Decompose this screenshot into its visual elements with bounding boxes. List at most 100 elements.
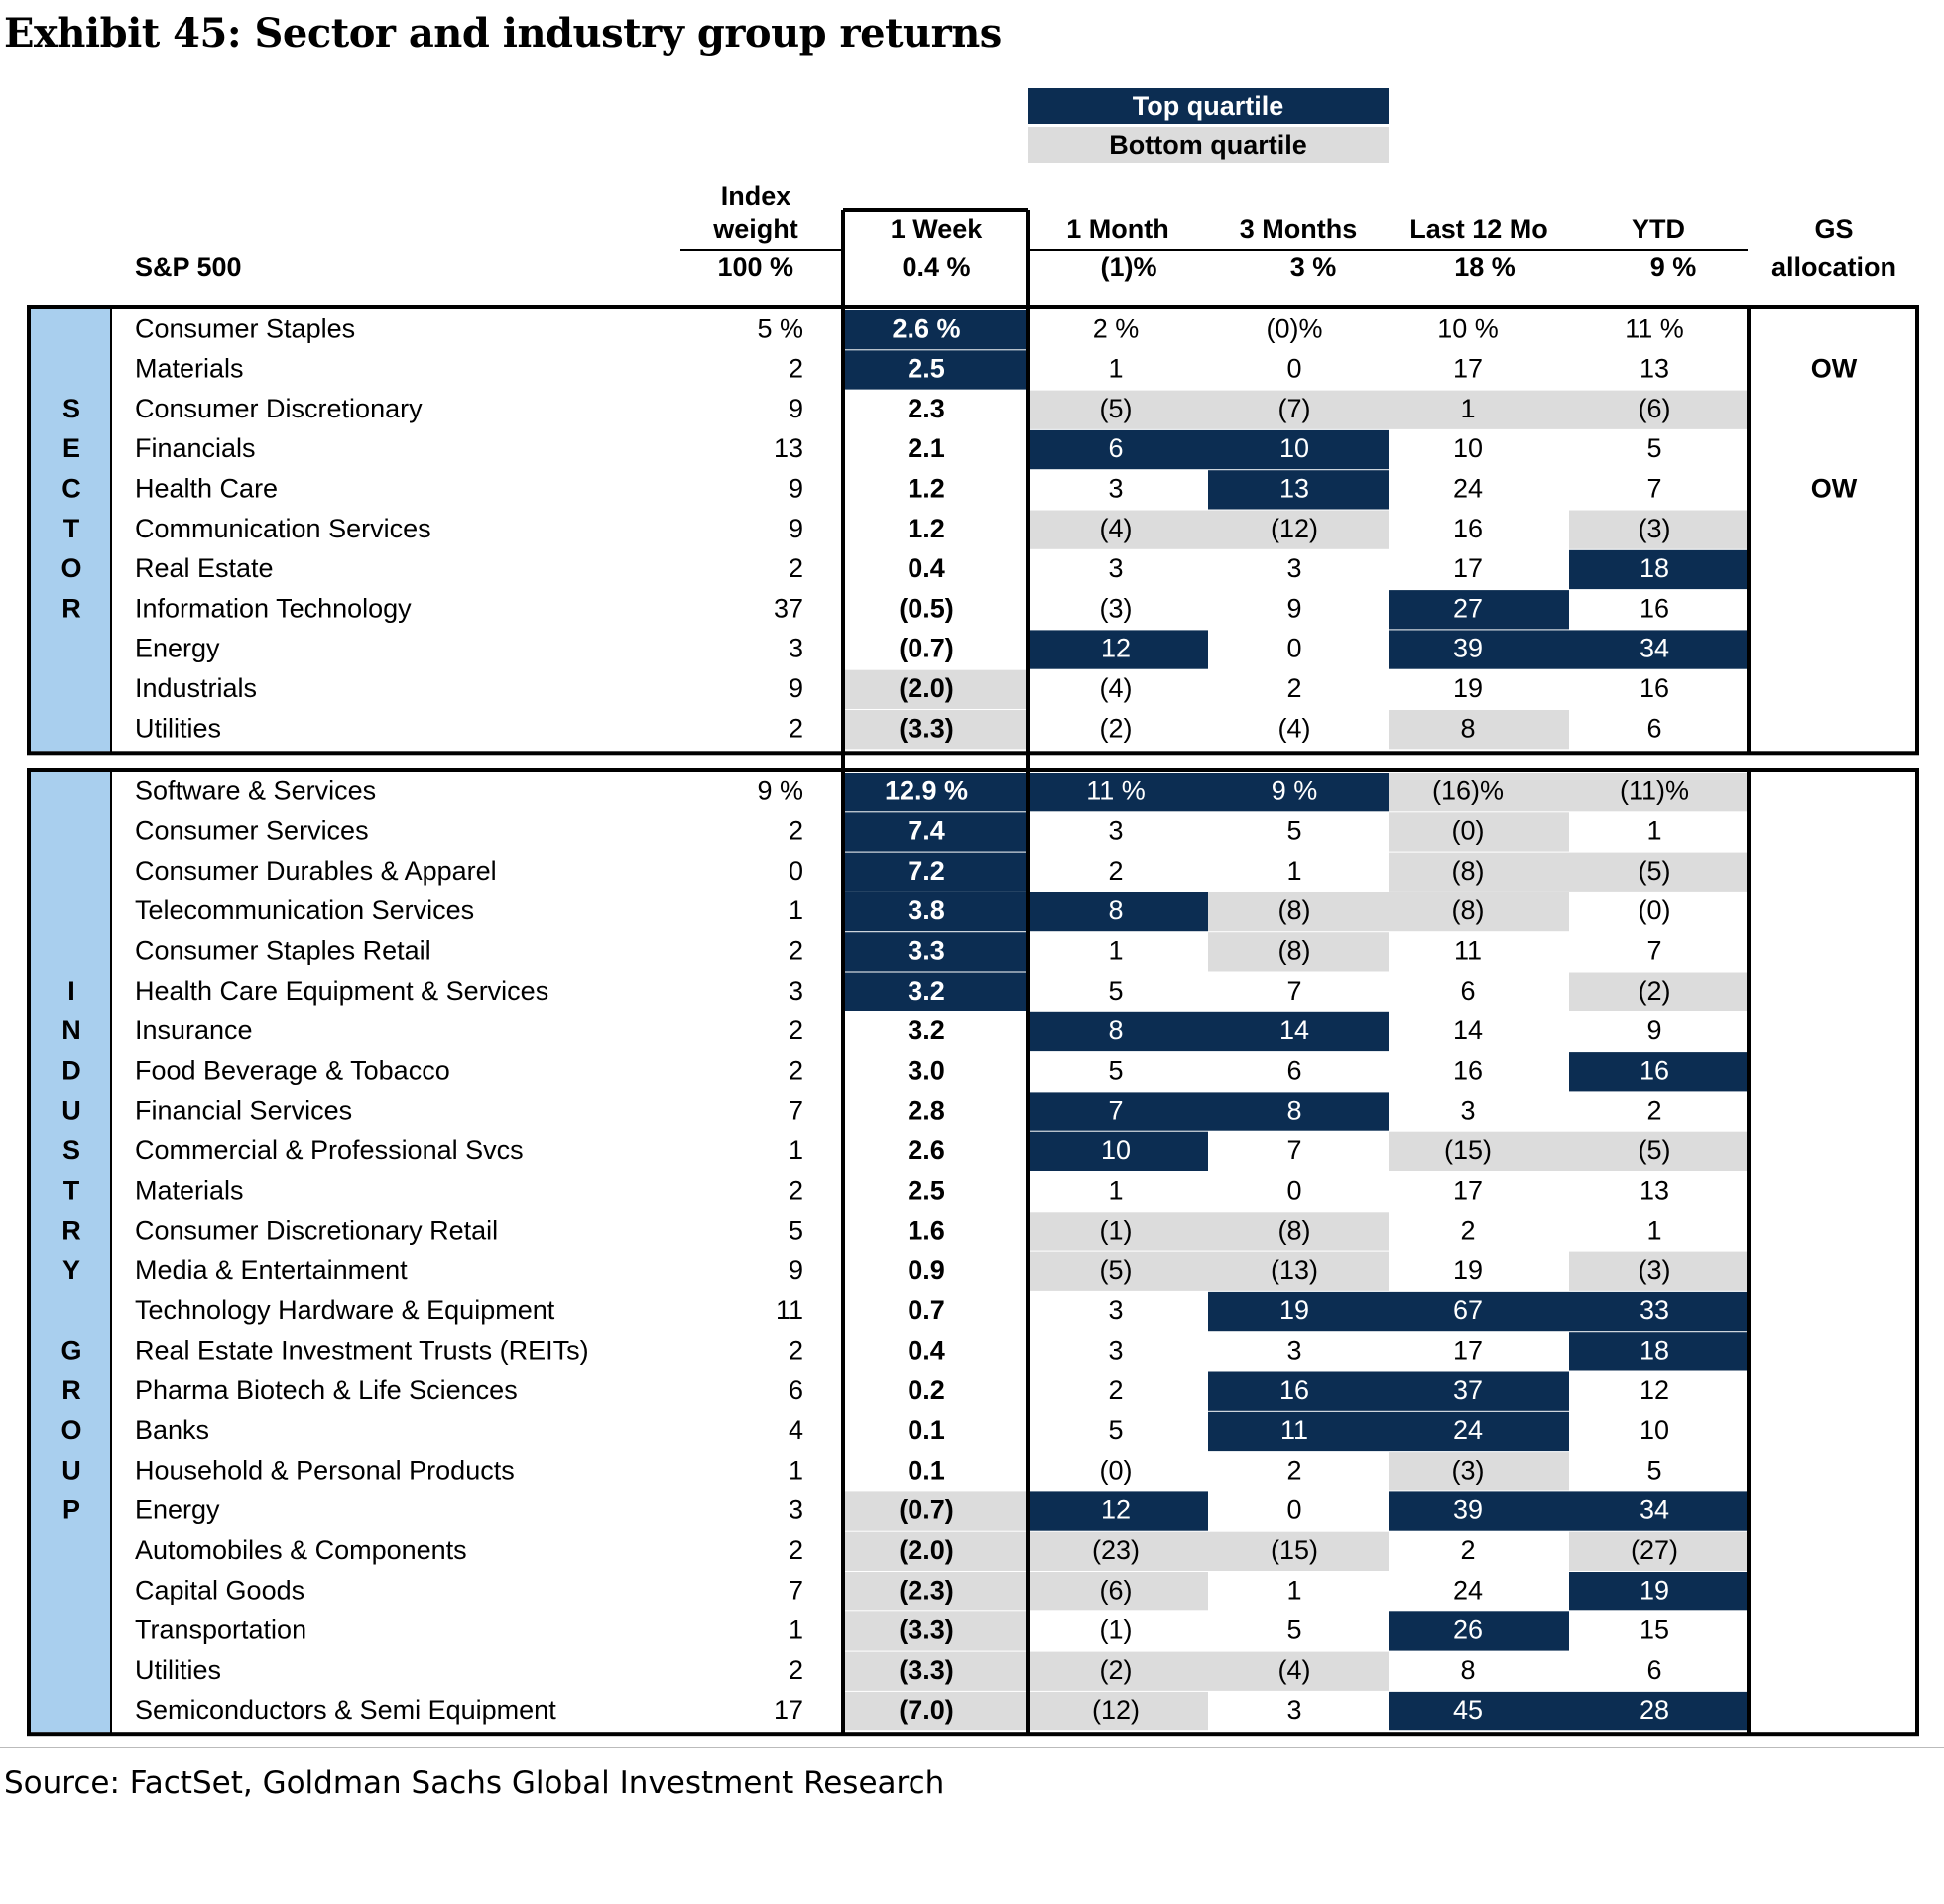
table-cell: (8) <box>1278 895 1311 925</box>
row-name: Consumer Durables & Apparel <box>135 856 497 886</box>
table-cell: 8 <box>1460 1655 1475 1685</box>
table-cell: 0 <box>789 856 803 886</box>
table-cell: 3 <box>1286 1695 1301 1725</box>
table-cell: 2.5 <box>908 354 945 384</box>
row-name: Communication Services <box>135 514 431 543</box>
quartile-shade <box>1029 1092 1208 1131</box>
table-cell: 34 <box>1640 634 1669 663</box>
table-cell: 19 <box>1279 1295 1309 1325</box>
table-cell: 9 % <box>757 775 803 805</box>
table-cell: (2.0) <box>899 673 954 703</box>
table-cell: (0.5) <box>899 593 954 623</box>
table-cell: 1 <box>1286 856 1301 886</box>
quartile-shade <box>1389 630 1569 669</box>
table-cell: 3.2 <box>908 976 945 1006</box>
table-cell: (0) <box>1452 816 1485 846</box>
quartile-shade <box>844 1611 1027 1651</box>
table-cell: 12.9 % <box>885 775 968 805</box>
quartile-shade <box>1029 429 1208 470</box>
quartile-shade <box>1208 1651 1389 1691</box>
row-name: Materials <box>135 1175 244 1205</box>
section-label-band <box>30 772 111 1733</box>
quartile-shade <box>1208 892 1389 932</box>
quartile-shade <box>1569 1052 1748 1092</box>
table-cell: 1 <box>789 1135 803 1165</box>
gs-allocation: OW <box>1811 354 1858 384</box>
row-name: Consumer Discretionary Retail <box>135 1216 498 1246</box>
table-cell: 15 <box>1640 1615 1669 1645</box>
table-cell: (13) <box>1271 1255 1318 1285</box>
table-cell: 5 <box>1108 976 1123 1006</box>
table-cell: 16 <box>1640 673 1669 703</box>
table-cell: 5 <box>789 1216 803 1246</box>
table-cell: 2.8 <box>908 1096 945 1126</box>
row-name: Real Estate Investment Trusts (REITs) <box>135 1335 589 1365</box>
table-cell: 3 <box>1286 1335 1301 1365</box>
quartile-shade <box>1389 1131 1569 1171</box>
table-cell: 1.2 <box>908 473 945 503</box>
table-cell: 3.3 <box>908 935 945 965</box>
table-cell: 6 <box>1286 1055 1301 1085</box>
row-name: Media & Entertainment <box>135 1255 408 1285</box>
table-cell: 14 <box>1453 1015 1483 1045</box>
source-divider <box>0 1747 1944 1748</box>
table-cell: 2.6 <box>908 1135 945 1165</box>
table-cell: 16 <box>1453 1055 1483 1085</box>
table-cell: 11 % <box>1625 313 1684 343</box>
section-label-letter: T <box>63 1175 80 1205</box>
quartile-shade <box>1208 429 1389 470</box>
quartile-shade <box>1389 852 1569 892</box>
quartile-shade <box>1029 1212 1208 1251</box>
row-name: Consumer Staples Retail <box>135 935 431 965</box>
table-cell: (5) <box>1639 856 1671 886</box>
table-cell: 6 <box>1646 1655 1661 1685</box>
table-cell: 17 <box>1453 553 1483 583</box>
table-cell: 7.2 <box>908 856 945 886</box>
table-cell: 12 <box>1101 1495 1131 1525</box>
quartile-shade <box>1389 1291 1569 1332</box>
section-label-letter: S <box>62 1135 80 1165</box>
row-name: Automobiles & Components <box>135 1535 467 1565</box>
table-cell: 9 <box>1286 593 1301 623</box>
table-cell: 2.1 <box>908 433 945 463</box>
table-cell: 24 <box>1453 473 1483 503</box>
row-name: Insurance <box>135 1015 253 1045</box>
quartile-shade <box>1569 1491 1748 1531</box>
table-cell: 10 <box>1101 1135 1131 1165</box>
table-cell: 2 <box>1286 1455 1301 1485</box>
table-cell: 1 <box>1108 1175 1123 1205</box>
quartile-shade <box>1029 1251 1208 1291</box>
table-cell: (3.3) <box>899 1615 954 1645</box>
quartile-shade <box>1208 1531 1389 1571</box>
table-cell: 2 <box>789 553 803 583</box>
table-cell: 2 <box>1646 1096 1661 1126</box>
table-cell: 3 <box>1108 1295 1123 1325</box>
table-cell: 9 <box>789 394 803 423</box>
row-name: Semiconductors & Semi Equipment <box>135 1695 556 1725</box>
table-cell: 37 <box>774 593 803 623</box>
table-cell: 3 <box>1460 1096 1475 1126</box>
row-name: Food Beverage & Tobacco <box>135 1055 450 1085</box>
section-border <box>27 768 1919 1737</box>
benchmark-cell: 0.4 % <box>902 252 970 282</box>
quartile-shade <box>1208 932 1389 972</box>
table-cell: 17 <box>1453 354 1483 384</box>
table-cell: (4) <box>1278 713 1311 743</box>
table-cell: 2.3 <box>908 394 945 423</box>
table-cell: 0 <box>1286 1175 1301 1205</box>
table-cell: 3 <box>1108 816 1123 846</box>
table-cell: 3 <box>1108 473 1123 503</box>
table-cell: 3 <box>789 1495 803 1525</box>
section-label-letter: R <box>61 1375 81 1405</box>
table-cell: 1 <box>789 895 803 925</box>
table-cell: 19 <box>1453 673 1483 703</box>
row-name: Telecommunication Services <box>135 895 474 925</box>
benchmark-name: S&P 500 <box>135 252 242 282</box>
section-label-letter: O <box>61 553 81 583</box>
table-cell: 1 <box>1108 354 1123 384</box>
row-name: Consumer Discretionary <box>135 394 423 423</box>
table-cell: (1) <box>1100 1216 1133 1246</box>
quartile-shade <box>1029 390 1208 429</box>
table-cell: 2 <box>789 816 803 846</box>
